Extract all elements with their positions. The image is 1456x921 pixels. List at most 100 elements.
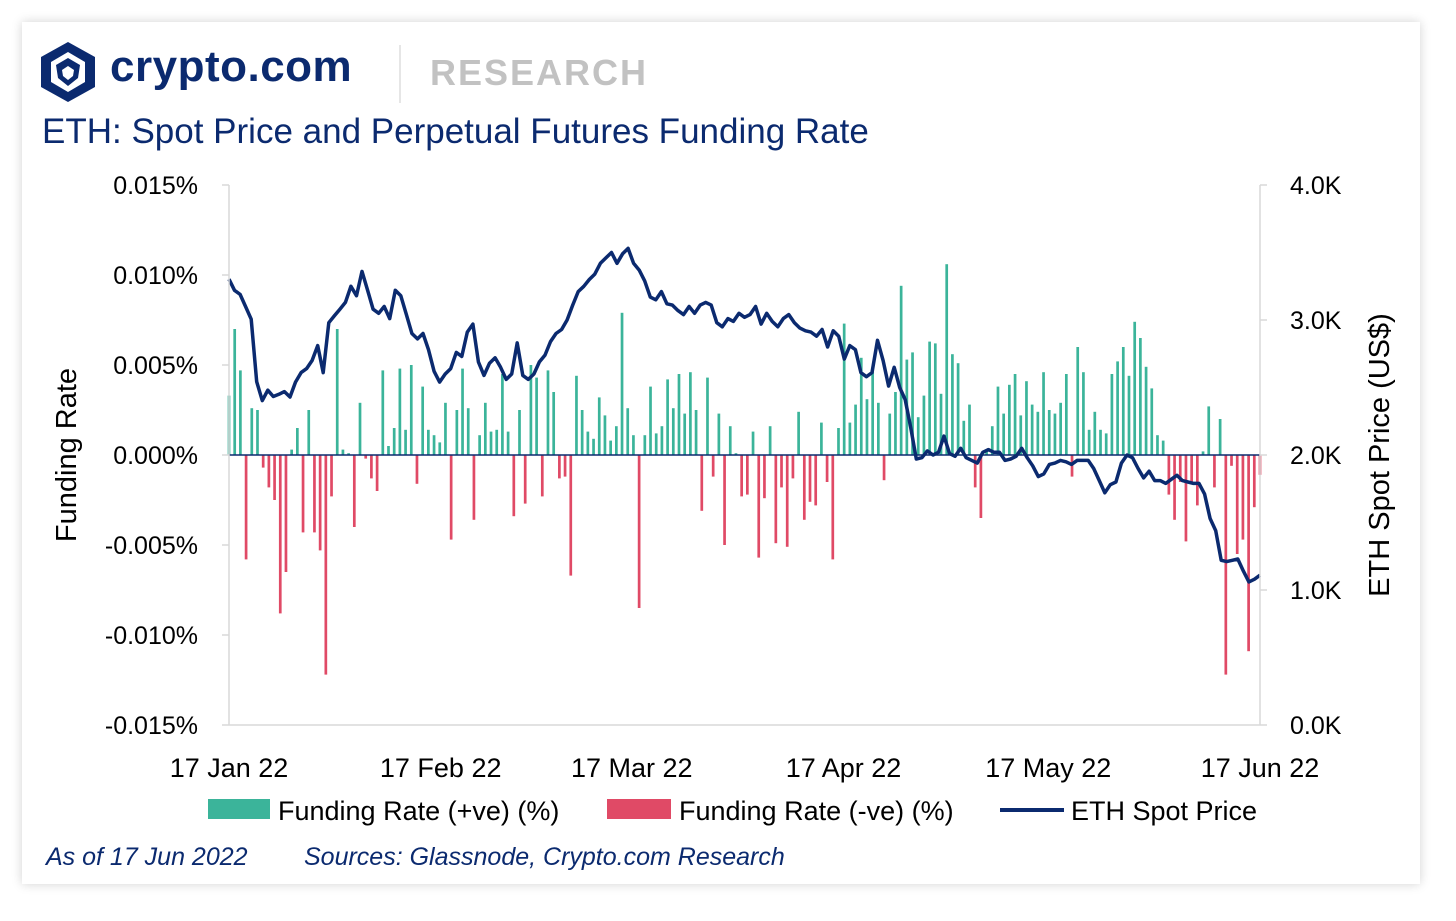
funding-bar-positive [387, 446, 390, 455]
funding-bar-positive [1218, 419, 1222, 455]
funding-bar-positive [1207, 406, 1211, 455]
funding-bar-positive [1036, 411, 1040, 455]
funding-bar-positive [398, 368, 402, 455]
funding-bar-negative [569, 455, 573, 576]
funding-bar-negative [979, 455, 983, 518]
funding-bar-negative [375, 455, 379, 491]
funding-bar-negative [802, 455, 806, 520]
funding-bar-positive [632, 435, 635, 455]
funding-bar-positive [894, 392, 897, 455]
funding-bar-negative [1230, 455, 1233, 466]
funding-bar-negative [637, 455, 641, 608]
funding-bar-positive [250, 408, 254, 455]
funding-bar-negative [273, 455, 276, 500]
funding-bar-negative [558, 455, 561, 479]
funding-bar-positive [877, 402, 880, 455]
funding-bar-negative [284, 455, 288, 572]
funding-bar-negative [330, 455, 333, 497]
funding-bar-positive [1110, 374, 1114, 455]
funding-bar-positive [575, 375, 578, 455]
funding-bar-positive [614, 426, 618, 455]
funding-bar-positive [848, 422, 852, 455]
funding-bar-negative [1224, 455, 1228, 675]
funding-bar-positive [432, 435, 436, 455]
y2-tick-label: 3.0K [1290, 307, 1342, 335]
funding-bar-positive [683, 413, 687, 455]
funding-bar-positive [1008, 384, 1011, 455]
funding-bar-negative [364, 455, 368, 459]
funding-bar-positive [495, 429, 499, 455]
legend-label-negative: Funding Rate (-ve) (%) [679, 796, 954, 826]
funding-bar-positive [535, 377, 538, 455]
funding-bar-positive [951, 354, 954, 455]
funding-bar-negative [808, 455, 812, 502]
funding-bar-positive [592, 438, 595, 455]
funding-bar-positive [1133, 321, 1137, 455]
funding-bar-positive [358, 402, 362, 455]
y2-tick-label: 0.0K [1290, 712, 1342, 740]
funding-bar-positive [529, 365, 533, 455]
funding-bar-positive [666, 379, 669, 455]
chart-card [22, 22, 1420, 884]
funding-bar-positive [1019, 415, 1023, 455]
funding-bar-positive [1002, 413, 1006, 455]
funding-bar-positive [768, 426, 772, 455]
funding-bar-positive [933, 343, 937, 455]
y-tick-label: 0.000% [113, 442, 198, 470]
crypto-com-lion-shield-icon [41, 42, 95, 102]
funding-bar-positive [518, 410, 521, 455]
funding-bar-positive [911, 352, 914, 455]
funding-bar-negative [791, 455, 795, 479]
funding-bar-positive [643, 435, 647, 455]
funding-bar-negative [370, 455, 373, 479]
funding-bar-negative [1173, 455, 1176, 520]
funding-bar-positive [820, 422, 823, 455]
funding-bar-positive [660, 426, 664, 455]
funding-bar-positive [461, 368, 464, 455]
funding-bar-positive [956, 363, 960, 455]
funding-bar-positive [444, 402, 447, 455]
legend: Funding Rate (+ve) (%) Funding Rate (-ve… [208, 796, 1257, 826]
x-tick-label: 17 Feb 22 [380, 753, 502, 783]
funding-bar-positive [899, 285, 903, 455]
funding-bar-negative [472, 455, 476, 520]
funding-bar-positive [854, 404, 857, 455]
funding-bar-positive [1082, 372, 1085, 455]
funding-rate-bars [227, 264, 1262, 675]
section-label: RESEARCH [430, 52, 649, 93]
funding-bar-positive [990, 426, 994, 455]
funding-bar-positive [341, 449, 345, 455]
funding-bar-negative [774, 455, 778, 544]
brand-name: crypto.com [110, 42, 353, 91]
funding-bar-positive [506, 431, 510, 455]
funding-bar-positive [1064, 374, 1068, 455]
funding-bar-positive [239, 370, 242, 455]
funding-bar-positive [939, 393, 943, 455]
funding-bar-positive [256, 410, 259, 455]
funding-bar-positive [649, 386, 652, 455]
funding-bar-positive [1025, 381, 1028, 455]
funding-bar-negative [723, 455, 726, 545]
funding-bar-negative [324, 455, 328, 675]
funding-bar-negative [449, 455, 453, 540]
funding-bar-negative [785, 455, 789, 547]
funding-bar-positive [1030, 404, 1034, 455]
funding-bar-positive [654, 433, 658, 455]
funding-bar-negative [780, 455, 783, 488]
funding-bar-positive [922, 395, 926, 455]
funding-bar-positive [1156, 435, 1159, 455]
funding-bar-positive [501, 374, 504, 455]
funding-bar-negative [1190, 455, 1193, 482]
funding-bar-positive [597, 397, 601, 455]
funding-bar-negative [700, 455, 704, 511]
x-tick-label: 17 May 22 [985, 753, 1111, 783]
funding-bar-positive [1093, 411, 1097, 455]
funding-bar-positive [968, 404, 971, 455]
funding-bar-negative [831, 455, 835, 560]
funding-bar-positive [1201, 451, 1205, 455]
funding-bar-negative [313, 455, 316, 533]
funding-bar-positive [677, 374, 681, 455]
funding-bar-negative [763, 455, 766, 499]
funding-bar-negative [244, 455, 248, 560]
